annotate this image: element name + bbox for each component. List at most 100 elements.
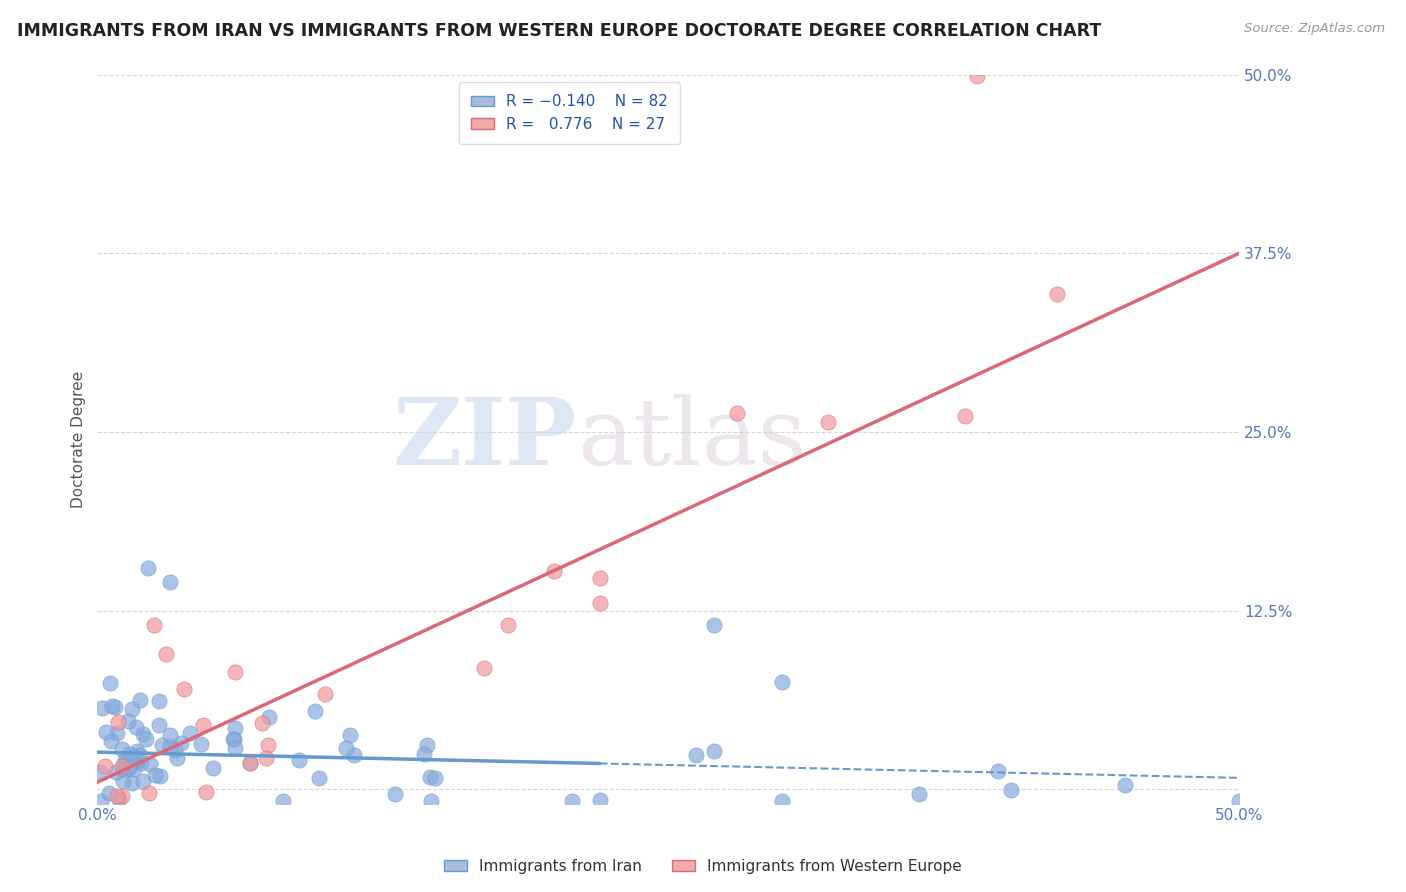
- Point: [543, 564, 565, 578]
- Point: [191, 718, 214, 732]
- Point: [104, 764, 127, 779]
- Point: [1045, 287, 1067, 301]
- Point: [148, 694, 170, 708]
- Point: [111, 759, 134, 773]
- Point: [94, 725, 117, 739]
- Point: [125, 744, 148, 758]
- Point: [90, 701, 112, 715]
- Point: [703, 744, 725, 758]
- Point: [201, 760, 224, 774]
- Point: [125, 754, 148, 768]
- Point: [703, 618, 725, 632]
- Point: [498, 618, 520, 632]
- Point: [150, 738, 173, 752]
- Y-axis label: Doctorate Degree: Doctorate Degree: [72, 370, 86, 508]
- Point: [112, 758, 135, 772]
- Point: [132, 726, 155, 740]
- Point: [194, 785, 217, 799]
- Point: [173, 681, 195, 696]
- Point: [287, 753, 309, 767]
- Point: [304, 704, 326, 718]
- Point: [112, 774, 135, 789]
- Point: [966, 69, 988, 83]
- Point: [121, 702, 143, 716]
- Point: [343, 748, 366, 763]
- Point: [101, 698, 124, 713]
- Point: [121, 776, 143, 790]
- Point: [170, 736, 193, 750]
- Point: [725, 406, 748, 420]
- Point: [121, 756, 143, 771]
- Point: [250, 716, 273, 731]
- Point: [122, 749, 145, 764]
- Point: [239, 756, 262, 771]
- Point: [257, 709, 280, 723]
- Point: [987, 764, 1010, 778]
- Point: [418, 770, 440, 784]
- Point: [1227, 794, 1250, 808]
- Point: [128, 747, 150, 762]
- Point: [97, 786, 120, 800]
- Point: [772, 794, 794, 808]
- Point: [94, 759, 117, 773]
- Point: [685, 747, 707, 762]
- Point: [135, 732, 157, 747]
- Legend: R = −0.140    N = 82, R =   0.776    N = 27: R = −0.140 N = 82, R = 0.776 N = 27: [458, 82, 681, 145]
- Point: [107, 714, 129, 729]
- Point: [224, 732, 246, 747]
- Point: [100, 675, 122, 690]
- Text: Source: ZipAtlas.com: Source: ZipAtlas.com: [1244, 22, 1385, 36]
- Legend: Immigrants from Iran, Immigrants from Western Europe: Immigrants from Iran, Immigrants from We…: [437, 853, 969, 880]
- Text: IMMIGRANTS FROM IRAN VS IMMIGRANTS FROM WESTERN EUROPE DOCTORATE DEGREE CORRELAT: IMMIGRANTS FROM IRAN VS IMMIGRANTS FROM …: [17, 22, 1101, 40]
- Point: [131, 756, 153, 771]
- Point: [589, 793, 612, 807]
- Point: [384, 787, 406, 801]
- Point: [128, 692, 150, 706]
- Point: [114, 753, 136, 767]
- Point: [221, 731, 243, 746]
- Point: [143, 768, 166, 782]
- Point: [419, 794, 441, 808]
- Point: [125, 720, 148, 734]
- Point: [423, 771, 446, 785]
- Point: [104, 699, 127, 714]
- Point: [179, 725, 201, 739]
- Point: [271, 794, 294, 808]
- Point: [111, 789, 134, 804]
- Point: [117, 714, 139, 728]
- Point: [111, 742, 134, 756]
- Point: [224, 740, 246, 755]
- Point: [118, 761, 141, 775]
- Point: [589, 571, 612, 585]
- Point: [339, 727, 361, 741]
- Point: [314, 687, 336, 701]
- Point: [138, 786, 160, 800]
- Point: [159, 728, 181, 742]
- Point: [90, 794, 112, 808]
- Point: [224, 665, 246, 680]
- Text: atlas: atlas: [576, 394, 806, 484]
- Point: [149, 769, 172, 783]
- Point: [335, 740, 357, 755]
- Point: [254, 751, 277, 765]
- Point: [817, 415, 839, 429]
- Point: [772, 675, 794, 690]
- Point: [108, 792, 131, 806]
- Point: [257, 738, 280, 752]
- Point: [308, 771, 330, 785]
- Point: [155, 647, 177, 661]
- Point: [561, 794, 583, 808]
- Point: [148, 717, 170, 731]
- Point: [224, 722, 246, 736]
- Point: [1114, 778, 1136, 792]
- Point: [907, 787, 929, 801]
- Point: [953, 409, 976, 423]
- Point: [166, 750, 188, 764]
- Point: [239, 756, 262, 770]
- Point: [412, 747, 434, 761]
- Point: [89, 765, 111, 780]
- Point: [117, 759, 139, 773]
- Point: [163, 742, 186, 756]
- Point: [118, 747, 141, 761]
- Point: [112, 762, 135, 776]
